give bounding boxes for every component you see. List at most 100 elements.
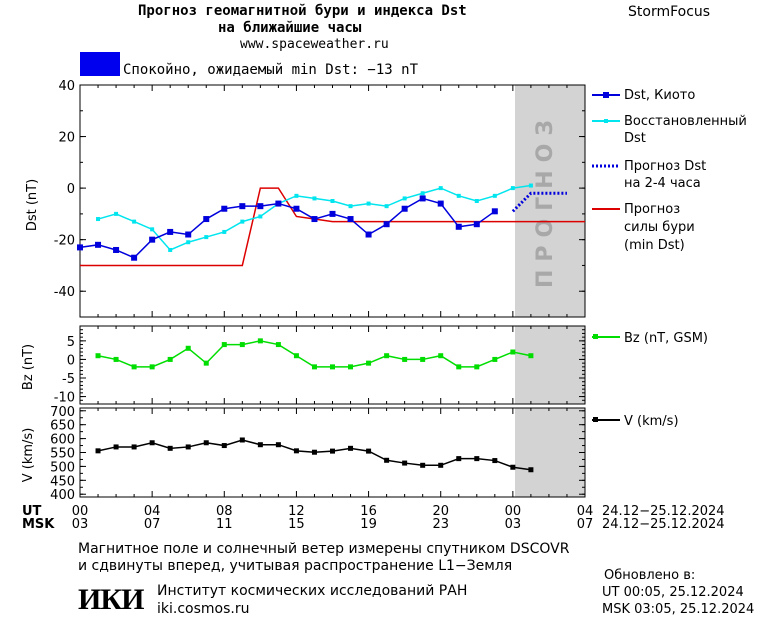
restored-dst-line-point: [96, 217, 101, 222]
dst-kyoto-line-point: [365, 231, 372, 238]
bz-line-point: [384, 353, 390, 359]
dst-kyoto-line-point: [401, 205, 408, 212]
dst-kyoto-line-point: [491, 208, 498, 215]
v-line-point: [510, 464, 516, 470]
dst-ylabel: Dst (nT): [25, 179, 40, 231]
legend-restored-marker: [604, 119, 608, 123]
restored-dst-line-point: [222, 229, 227, 234]
dst-kyoto-line-point: [293, 205, 300, 212]
bz-ytick-label: 0: [67, 353, 75, 368]
dst-forecast-line: [511, 191, 567, 213]
legend-restored-line1: Восстановленный: [624, 114, 747, 129]
restored-dst-line-point: [168, 247, 173, 252]
forecast-zone-label: ПРОГНОЗ: [533, 112, 558, 288]
legend-forecast-line1: Прогноз Dst: [624, 159, 706, 174]
dst-kyoto-line-point: [419, 195, 426, 202]
restored-dst-line-point: [366, 201, 371, 206]
msk-tick-label: 11: [216, 517, 233, 532]
dst-kyoto-line-point: [131, 254, 138, 261]
date-range-msk: 24.12−25.12.2024: [602, 517, 725, 532]
forecast-zone-bz: [515, 326, 585, 404]
v-line-point: [311, 449, 317, 455]
bz-line-point: [456, 364, 462, 370]
v-line-point: [420, 462, 426, 468]
v-line-point: [149, 440, 155, 446]
v-line-point: [348, 445, 354, 451]
dst-ytick-label: 20: [58, 131, 75, 146]
brand-label: StormFocus: [628, 4, 711, 20]
v-line-point: [492, 458, 498, 464]
msk-tick-label: 15: [288, 517, 305, 532]
bz-ytick-label: -10: [54, 391, 75, 406]
dst-kyoto-line-point: [167, 228, 174, 235]
bz-line-point: [239, 342, 245, 348]
bz-line-point: [149, 364, 155, 370]
v-line-point: [221, 443, 227, 449]
restored-dst-line-point: [348, 204, 353, 209]
bz-line-point: [95, 353, 101, 359]
status-text: Спокойно, ожидаемый min Dst: −13 nT: [123, 62, 419, 78]
ut-tick-label: 12: [288, 504, 305, 519]
bz-line-point: [113, 356, 119, 362]
restored-dst-line-point: [114, 211, 119, 216]
v-line-point: [330, 448, 335, 454]
dst-kyoto-line-point: [329, 210, 336, 217]
bz-line-point: [131, 364, 137, 370]
msk-tick-label: 03: [72, 517, 89, 532]
bz-line-point: [492, 356, 498, 362]
v-ytick-label: 650: [50, 419, 75, 434]
v-line-point: [438, 462, 444, 468]
institute-name: Институт космических исследований РАН: [157, 583, 468, 599]
ut-tick-label: 00: [72, 504, 89, 519]
restored-dst-line-point: [294, 193, 299, 198]
msk-tick-label: 19: [360, 517, 377, 532]
bz-line: [97, 340, 532, 368]
series-group: [77, 183, 585, 473]
site-link[interactable]: www.spaceweather.ru: [240, 37, 389, 52]
forecast-zone-dst: [515, 85, 585, 317]
legend-bz: Bz (nT, GSM): [624, 331, 708, 346]
restored-dst-line-point: [384, 204, 389, 209]
restored-dst-line-point: [420, 191, 425, 196]
bz-line-point: [167, 356, 173, 362]
v-line-point: [185, 444, 191, 450]
status-indicator: [80, 52, 120, 76]
dst-kyoto-line: [79, 197, 496, 259]
legend-storm-line1: Прогноз: [624, 202, 680, 217]
v-line-point: [113, 444, 119, 450]
legend-dst-kyoto: Dst, Киото: [624, 88, 695, 103]
restored-dst-line-point: [492, 193, 497, 198]
restored-dst-line-point: [528, 183, 533, 188]
restored-dst-line-point: [204, 235, 209, 240]
v-line-point: [402, 460, 408, 466]
restored-dst-line-point: [510, 186, 515, 191]
legend-forecast-line2: на 2-4 часа: [624, 176, 701, 191]
v-ytick-label: 550: [50, 447, 75, 462]
restored-dst-line-point: [258, 214, 263, 219]
bz-ytick-label: -5: [62, 372, 75, 387]
ut-label: UT: [22, 504, 42, 519]
dst-kyoto-line-point: [311, 216, 318, 223]
bz-line-point: [420, 356, 426, 362]
bz-line-point: [293, 353, 299, 359]
bz-line-point: [185, 345, 191, 351]
dst-kyoto-line-point: [437, 200, 444, 207]
legend-restored-line2: Dst: [624, 131, 646, 146]
restored-dst-line-point: [150, 227, 155, 232]
dst-kyoto-line-point: [113, 246, 120, 253]
dst-ytick-label: -20: [54, 234, 75, 249]
institute-site[interactable]: iki.cosmos.ru: [157, 601, 250, 617]
bz-ylabel: Bz (nT): [21, 344, 36, 390]
v-line-point: [239, 437, 245, 443]
dst-ytick-label: 40: [58, 79, 75, 94]
bz-line-point: [257, 338, 263, 344]
v-line-point: [257, 442, 263, 448]
legend-dst-kyoto-marker: [603, 92, 609, 98]
bz-line-point: [348, 364, 354, 370]
bz-ytick-label: 5: [67, 335, 75, 350]
v-ylabel: V (km/s): [21, 428, 36, 483]
x-tick-labels: 00 04 08 12 16 20 00 04 03 07 11 15 19 23 03 07: [72, 504, 594, 532]
chart-subtitle: на ближайшие часы: [218, 20, 362, 36]
